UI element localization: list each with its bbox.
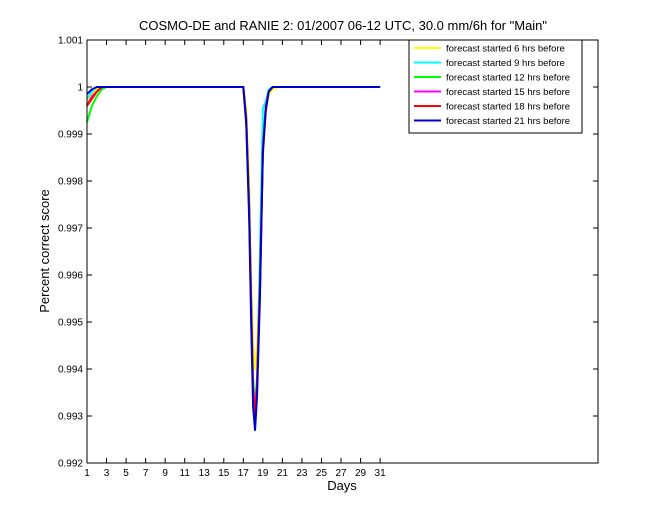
x-tick-label: 17	[238, 468, 250, 479]
x-tick-label: 25	[316, 468, 328, 479]
x-tick-label: 9	[162, 468, 168, 479]
legend-entry-5: forecast started 18 hrs before	[446, 102, 570, 113]
x-tick-label: 21	[277, 468, 289, 479]
y-tick-label: 0.994	[58, 365, 83, 376]
x-tick-label: 19	[257, 468, 269, 479]
x-tick-label: 31	[375, 468, 387, 479]
x-tick-label: 11	[180, 468, 191, 479]
axes-box	[86, 39, 599, 464]
legend-entry-4: forecast started 15 hrs before	[446, 87, 570, 98]
x-axis-label: Days	[327, 478, 357, 493]
y-tick-label: 1.001	[58, 36, 83, 47]
x-tick-label: 7	[143, 468, 149, 479]
x-tick-label: 5	[123, 468, 129, 479]
y-tick-label: 0.998	[58, 177, 83, 188]
x-tick-label: 23	[296, 468, 308, 479]
x-tick-label: 15	[218, 468, 230, 479]
y-tick-label: 0.999	[58, 130, 83, 141]
x-tick-label: 27	[335, 468, 347, 479]
chart-title: COSMO-DE and RANIE 2: 01/2007 06-12 UTC,…	[139, 18, 547, 33]
x-tick-label: 1	[84, 468, 90, 479]
y-tick-label: 0.997	[58, 224, 83, 235]
x-tick-label: 13	[199, 468, 211, 479]
legend: forecast started 6 hrs before forecast st…	[408, 39, 583, 134]
y-tick-label: 1	[77, 83, 83, 94]
y-tick-label: 0.992	[58, 459, 83, 470]
x-tick-label: 3	[104, 468, 110, 479]
series-line-6	[86, 86, 381, 432]
legend-entry-2: forecast started 9 hrs before	[446, 58, 565, 69]
legend-entry-1: forecast started 6 hrs before	[446, 44, 565, 55]
axes-layer: 1 3 5 7 9 11 13 15 17 19 21 23 25 27 29 310.9920.9930.9…	[58, 36, 599, 479]
legend-entry-3: forecast started 12 hrs before	[446, 73, 570, 84]
series-layer	[86, 86, 381, 432]
y-axis-label: Percent correct score	[37, 189, 52, 313]
legend-entry-6: forecast started 21 hrs before	[446, 116, 570, 127]
y-tick-label: 0.995	[58, 318, 83, 329]
y-tick-label: 0.993	[58, 412, 83, 423]
y-tick-label: 0.996	[58, 271, 83, 282]
x-tick-label: 29	[355, 468, 367, 479]
legend-box	[408, 39, 583, 134]
